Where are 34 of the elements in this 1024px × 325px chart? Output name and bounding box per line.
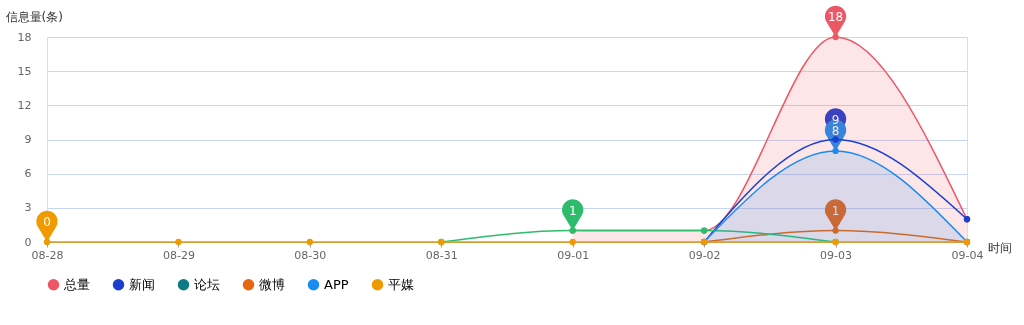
x-tick-label: 09-01 bbox=[557, 248, 590, 262]
y-tick-label: 0 bbox=[24, 235, 32, 249]
point bbox=[832, 136, 839, 143]
annotation: 0 bbox=[43, 215, 51, 229]
y-tick-label: 18 bbox=[17, 30, 32, 44]
x-tick-label: 08-30 bbox=[294, 248, 327, 262]
legend-label: APP bbox=[324, 276, 349, 292]
y-tick-label: 6 bbox=[24, 167, 32, 181]
legend-label: 平媒 bbox=[388, 276, 414, 292]
x-tick-label: 08-28 bbox=[31, 248, 64, 262]
point bbox=[832, 227, 839, 234]
annotation: 1 bbox=[568, 203, 577, 218]
legend-label: 总量 bbox=[63, 276, 90, 292]
annotation: 1 bbox=[831, 203, 840, 218]
y-tick-label: 3 bbox=[24, 201, 32, 215]
x-tick-label: 09-03 bbox=[820, 248, 853, 262]
annotation: 18 bbox=[827, 10, 844, 24]
x-tick-label: 09-02 bbox=[688, 248, 721, 262]
y-tick-label: 9 bbox=[24, 133, 32, 146]
x-tick-label: 08-31 bbox=[425, 248, 458, 262]
point bbox=[832, 147, 839, 155]
x-axis-title: 时间 bbox=[987, 240, 1012, 255]
x-tick-label: 08-29 bbox=[162, 248, 195, 262]
point bbox=[569, 238, 576, 246]
y-axis-title: 信息量(条) bbox=[5, 9, 63, 24]
point bbox=[832, 33, 839, 41]
legend-label: 新闻 bbox=[129, 276, 155, 292]
point bbox=[306, 238, 314, 246]
legend-label: 论坛 bbox=[194, 276, 220, 292]
y-tick-label: 15 bbox=[17, 64, 32, 78]
y-tick-label: 12 bbox=[17, 98, 32, 112]
x-tick-label: 09-04 bbox=[951, 248, 984, 262]
point bbox=[175, 238, 182, 246]
legend-label: 微博 bbox=[259, 276, 285, 292]
